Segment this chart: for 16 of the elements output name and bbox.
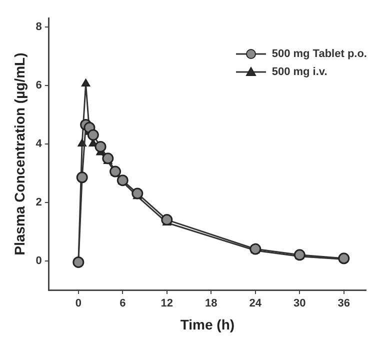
- y-tick-label: 6: [36, 79, 42, 92]
- y-tick-label: 0: [36, 254, 42, 267]
- x-tick-label: 12: [160, 298, 174, 310]
- y-tick-label: 8: [36, 20, 42, 33]
- x-tick-label: 18: [205, 298, 218, 310]
- y-tick-label: 2: [36, 196, 42, 208]
- x-tick-label: 6: [120, 298, 126, 310]
- legend-label: 500 mg i.v.: [272, 66, 328, 78]
- legend-label: 500 mg Tablet p.o.: [272, 48, 367, 60]
- x-axis-title: Time (h): [180, 316, 235, 332]
- y-axis-title: Plasma Concentration (µg/mL): [11, 52, 28, 256]
- x-tick-label: 36: [338, 298, 350, 310]
- y-tick-label: 4: [36, 138, 43, 150]
- x-tick-label: 30: [294, 298, 306, 310]
- x-tick-label: 24: [249, 298, 262, 310]
- x-tick-label: 0: [75, 298, 82, 310]
